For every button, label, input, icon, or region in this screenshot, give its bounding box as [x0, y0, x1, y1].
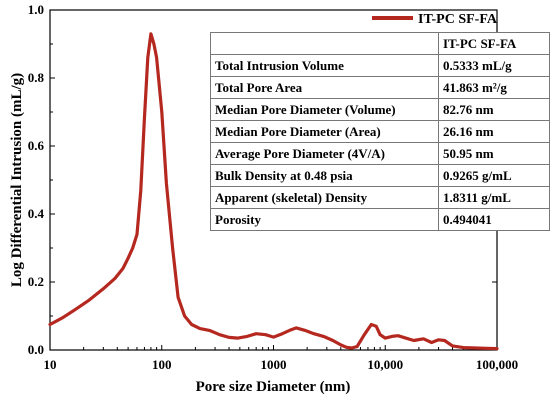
property-value-cell: 0.9265 g/mL: [438, 164, 550, 187]
table-row: Bulk Density at 0.48 psia 0.9265 g/mL: [210, 164, 550, 187]
legend-label-it-pc-sf-fa: IT-PC SF-FA: [418, 12, 498, 27]
property-name-cell: Bulk Density at 0.48 psia: [210, 164, 439, 187]
pore-properties-table-body: IT-PC SF-FA Total Intrusion Volume 0.5333 …: [210, 32, 550, 231]
property-name-cell: Median Pore Diameter (Area): [210, 120, 439, 143]
property-name-cell: Total Intrusion Volume: [210, 54, 439, 77]
x-axis-title: Pore size Diameter (nm): [196, 379, 351, 395]
table-row: Average Pore Diameter (4V/A) 50.95 nm: [210, 142, 550, 165]
y-tick-label: 1.0: [28, 2, 44, 17]
y-tick-label: 0.6: [28, 138, 45, 153]
x-tick-label: 10,000: [367, 357, 403, 372]
property-name-cell: Apparent (skeletal) Density: [210, 186, 439, 209]
table-row: Median Pore Diameter (Volume) 82.76 nm: [210, 98, 550, 121]
table-row: Total Pore Area 41.863 m²/g: [210, 76, 550, 99]
table-row: Apparent (skeletal) Density 1.8311 g/mL: [210, 186, 550, 209]
x-axis-ticks: 10 100 1000 10,000 100,000: [44, 345, 518, 372]
y-axis-title: Log Differential Intrusion (mL/g): [9, 73, 25, 287]
series-line-0: [48, 32, 499, 351]
property-value-cell: 0.5333 mL/g: [438, 54, 550, 77]
legend: IT-PC SF-FA: [372, 12, 498, 27]
property-value-cell: 82.76 nm: [438, 98, 550, 121]
series-layer: [48, 32, 499, 351]
property-value-cell: 1.8311 g/mL: [438, 186, 550, 209]
y-tick-label: 0.0: [28, 342, 44, 357]
property-value-cell: 50.95 nm: [438, 142, 550, 165]
x-tick-label: 10: [44, 357, 57, 372]
property-value-cell: 26.16 nm: [438, 120, 550, 143]
table-row: Total Intrusion Volume 0.5333 mL/g: [210, 54, 550, 77]
y-tick-label: 0.8: [28, 70, 45, 85]
y-tick-label: 0.4: [28, 206, 45, 221]
x-tick-label: 100: [152, 357, 172, 372]
property-value-cell: IT-PC SF-FA: [438, 32, 550, 55]
pore-properties-table: IT-PC SF-FA Total Intrusion Volume 0.5333 …: [210, 32, 550, 231]
property-name-cell: Average Pore Diameter (4V/A): [210, 142, 439, 165]
property-name-cell: Total Pore Area: [210, 76, 439, 99]
x-tick-label: 100,000: [476, 357, 518, 372]
property-name-cell: Porosity: [210, 208, 439, 231]
property-value-cell: 0.494041: [438, 208, 550, 231]
table-row: Porosity 0.494041: [210, 208, 550, 231]
table-header-row: IT-PC SF-FA: [210, 32, 550, 55]
property-name-cell: Median Pore Diameter (Volume): [210, 98, 439, 121]
property-name-cell: [210, 32, 439, 55]
property-value-cell: 41.863 m²/g: [438, 76, 550, 99]
table-row: Median Pore Diameter (Area) 26.16 nm: [210, 120, 550, 143]
y-tick-label: 0.2: [28, 274, 44, 289]
x-tick-label: 1000: [261, 357, 287, 372]
